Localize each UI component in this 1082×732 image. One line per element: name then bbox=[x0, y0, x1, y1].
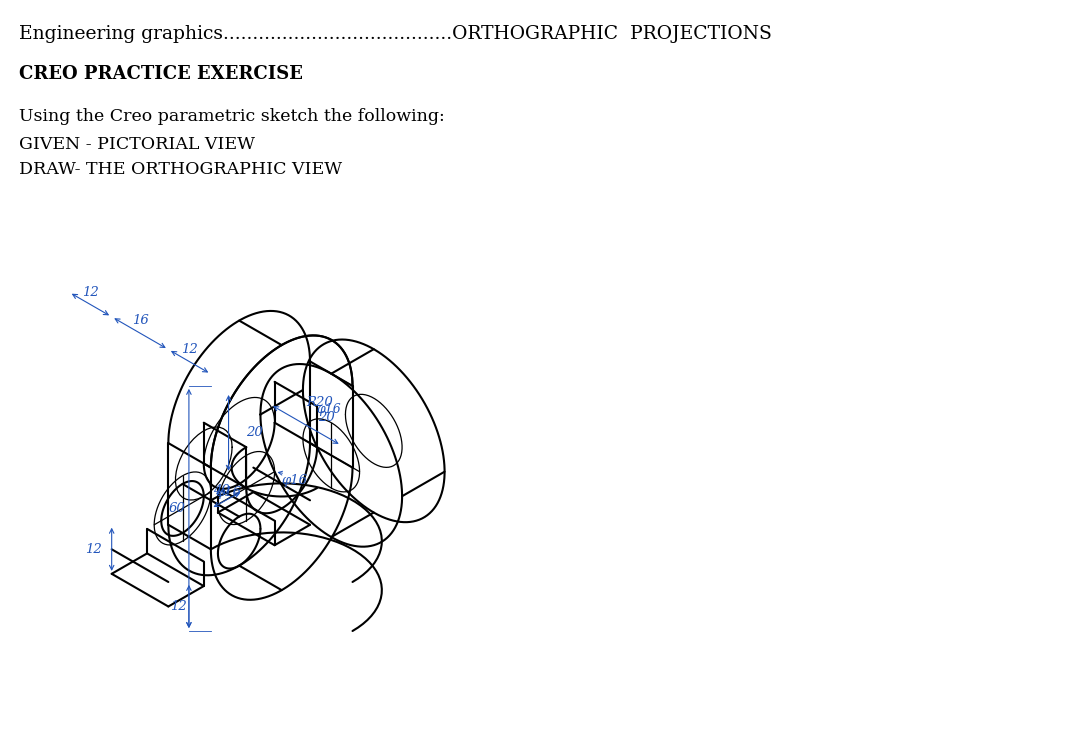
Text: Using the Creo parametric sketch the following:: Using the Creo parametric sketch the fol… bbox=[19, 108, 445, 125]
Text: R20: R20 bbox=[306, 396, 332, 408]
Text: 60: 60 bbox=[169, 502, 185, 515]
Text: 12: 12 bbox=[85, 543, 102, 556]
Text: CREO PRACTICE EXERCISE: CREO PRACTICE EXERCISE bbox=[19, 65, 303, 83]
Text: Engineering graphics.......................................ORTHOGRAPHIC  PROJECT: Engineering graphics....................… bbox=[19, 26, 773, 43]
Text: 20: 20 bbox=[247, 427, 263, 439]
Text: 12: 12 bbox=[181, 343, 198, 356]
Text: 12: 12 bbox=[82, 285, 98, 299]
Text: 20: 20 bbox=[318, 411, 334, 424]
Text: DRAW- THE ORTHOGRAPHIC VIEW: DRAW- THE ORTHOGRAPHIC VIEW bbox=[19, 161, 343, 178]
Text: φ16: φ16 bbox=[215, 485, 242, 498]
Text: φ16: φ16 bbox=[281, 474, 307, 487]
Text: 40: 40 bbox=[213, 484, 230, 497]
Text: 16: 16 bbox=[132, 314, 148, 327]
Text: 12: 12 bbox=[171, 600, 187, 613]
Text: φ16: φ16 bbox=[317, 403, 342, 416]
Text: GIVEN - PICTORIAL VIEW: GIVEN - PICTORIAL VIEW bbox=[19, 136, 255, 153]
